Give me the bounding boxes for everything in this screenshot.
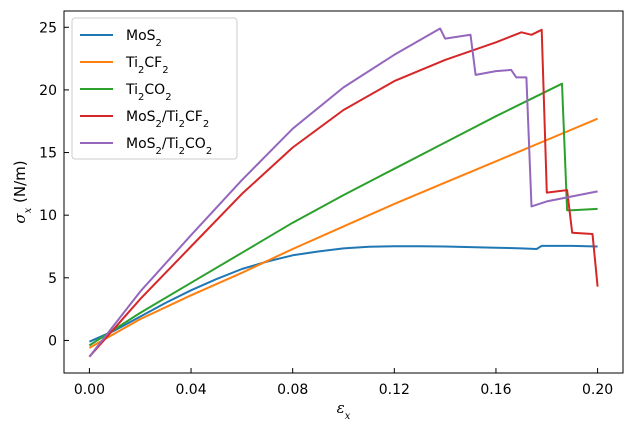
x-tick-label: 0.16 [480,382,511,398]
y-tick-label: 15 [39,146,57,162]
x-tick-label: 0.04 [175,382,206,398]
series-line-1 [88,244,598,343]
y-tick-label: 25 [39,20,57,36]
legend-label: Ti2CF2 [125,55,169,76]
plot-frame [63,10,624,374]
x-axis-label: εx [337,399,351,422]
x-tick-label: 0.00 [74,382,105,398]
legend-label: MoS2 [126,28,162,49]
series-lines [88,27,599,358]
x-tick-label: 0.08 [277,382,308,398]
series-line-2 [88,117,598,349]
series-line-5 [88,27,598,358]
x-tick-label: 0.12 [379,382,410,398]
y-tick-label: 5 [48,271,57,287]
legend: MoS2 Ti2CF2 Ti2CO2 MoS2/Ti2CF2 MoS2/Ti2CO2 [71,17,238,160]
legend-label: MoS2/Ti2CF2 [126,109,209,130]
x-tick-label: 0.20 [582,382,613,398]
y-tick-label: 0 [48,333,57,349]
y-tick-label: 20 [39,83,57,99]
legend-label: Ti2CO2 [125,82,172,103]
x-axis-ticks: 0.00 0.04 0.08 0.12 0.16 0.20 [74,368,613,398]
y-axis-label: σx (N/m) [11,160,34,223]
legend-box [71,17,238,160]
legend-label: MoS2/Ti2CO2 [126,136,212,157]
y-tick-label: 10 [39,208,57,224]
series-line-3 [88,82,598,347]
y-axis-ticks: 0 5 10 15 20 25 [39,20,69,349]
